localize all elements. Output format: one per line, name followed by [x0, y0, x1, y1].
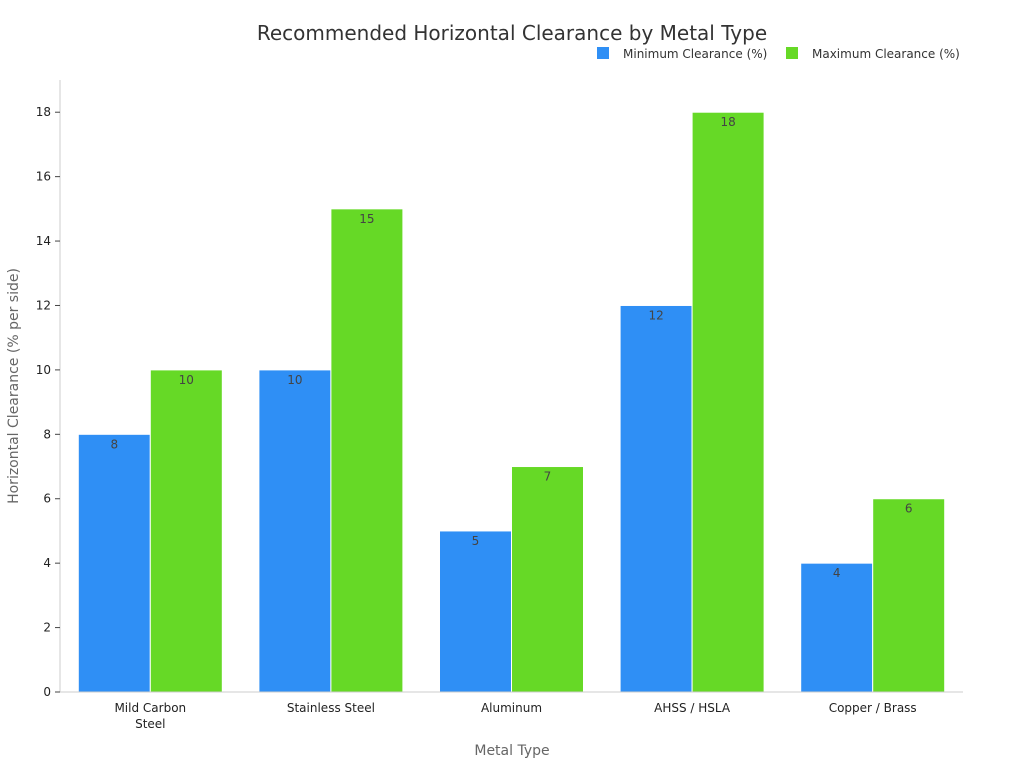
bar	[619, 304, 693, 693]
bar-value-label: 4	[833, 566, 841, 580]
x-axis-label: Metal Type	[474, 743, 549, 759]
y-axis-ticks: 0 2 4 6 8 10 12 14 16 18	[36, 105, 60, 699]
bar	[800, 562, 874, 693]
y-tick-label: 4	[43, 556, 51, 570]
y-tick-label: 10	[36, 363, 51, 377]
y-tick-label: 8	[43, 427, 51, 441]
bar-value-label: 15	[359, 212, 374, 226]
bar-value-label: 18	[720, 115, 735, 129]
y-tick-label: 14	[36, 234, 51, 248]
y-tick-label: 6	[43, 492, 51, 506]
y-tick-label: 12	[36, 298, 51, 312]
legend-label: Maximum Clearance (%)	[812, 47, 960, 61]
y-tick-label: 2	[43, 621, 51, 635]
bar	[330, 208, 404, 693]
x-axis-ticks: Mild Carbon Steel Stainless Steel Aluminum A…	[114, 701, 916, 731]
bar	[511, 466, 584, 693]
x-tick-label: Aluminum	[481, 701, 542, 715]
plot-area: 8 10 10 15 5 7 12 18 4 6	[77, 111, 946, 693]
bar-value-label: 7	[544, 470, 552, 484]
x-tick-label: Copper / Brass	[829, 701, 917, 715]
y-tick-label: 16	[36, 170, 51, 184]
bar	[149, 369, 223, 693]
bar	[691, 111, 765, 693]
bar-value-label: 12	[648, 308, 663, 322]
bar-value-label: 5	[472, 534, 480, 548]
x-tick-label: AHSS / HSLA	[654, 701, 731, 715]
legend: Minimum Clearance (%) Maximum Clearance (…	[597, 47, 960, 61]
legend-label: Minimum Clearance (%)	[623, 47, 767, 61]
bar	[439, 530, 512, 693]
legend-swatch	[597, 47, 609, 59]
bar-value-label: 10	[179, 373, 194, 387]
x-tick-label: Mild Carbon Steel	[114, 701, 186, 731]
bar-value-label: 6	[905, 502, 913, 516]
chart-title: Recommended Horizontal Clearance by Meta…	[257, 21, 767, 45]
bar	[872, 498, 946, 693]
y-tick-label: 0	[43, 685, 51, 699]
x-tick-label: Stainless Steel	[287, 701, 375, 715]
legend-swatch	[786, 47, 798, 59]
bar-value-label: 8	[110, 437, 118, 451]
bar	[77, 433, 151, 693]
bar-value-label: 10	[287, 373, 302, 387]
y-axis-label: Horizontal Clearance (% per side)	[6, 268, 22, 504]
bar	[258, 369, 332, 693]
y-tick-label: 18	[36, 105, 51, 119]
